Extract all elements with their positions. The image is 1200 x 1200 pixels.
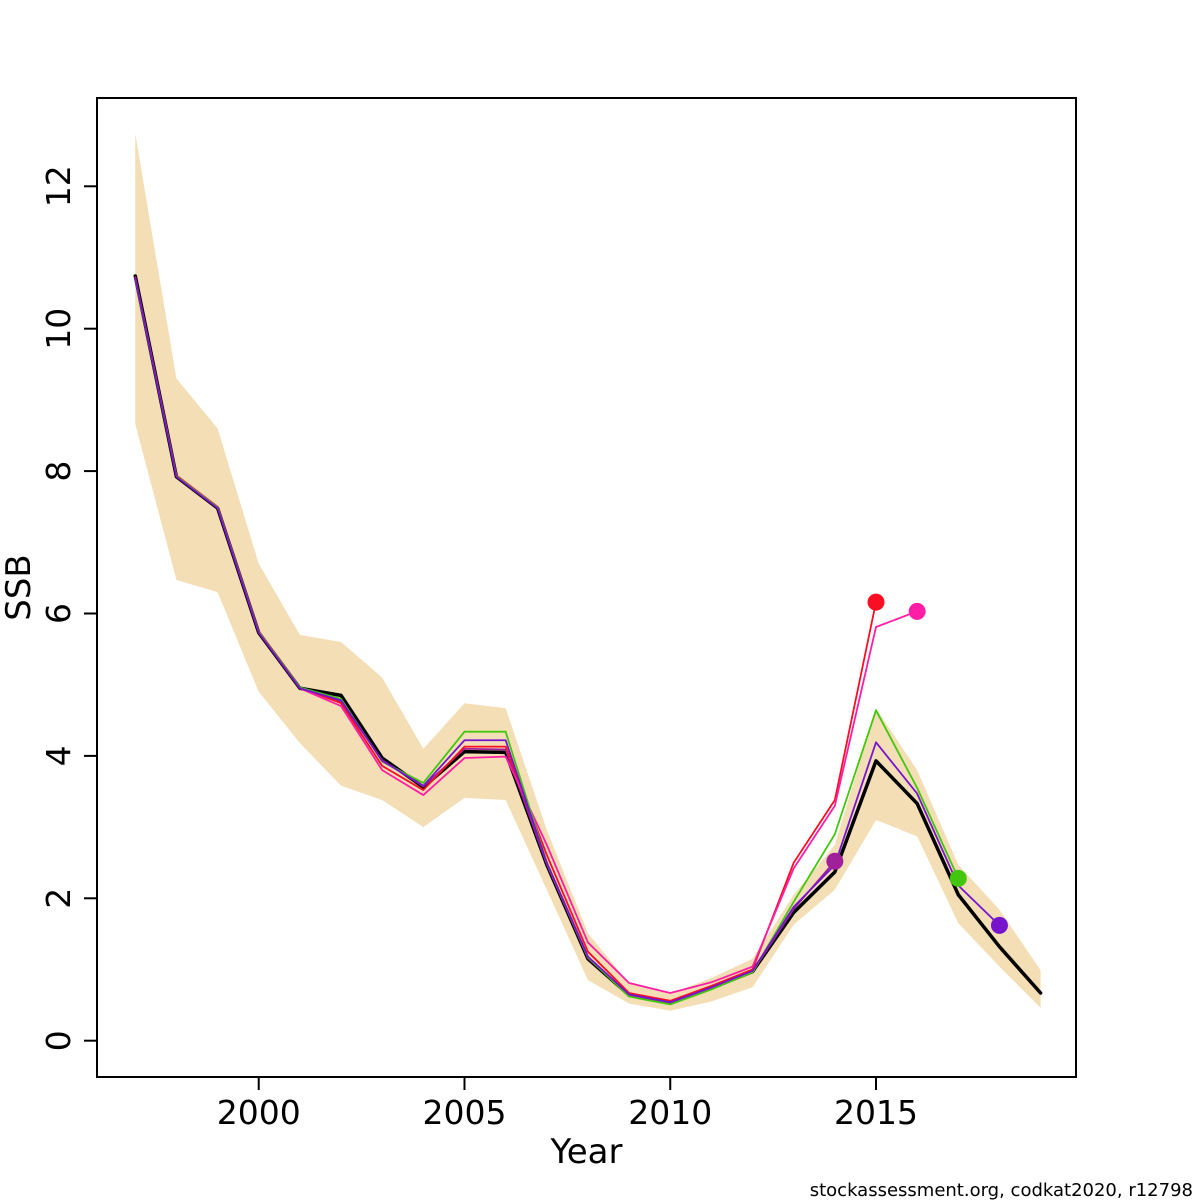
x-axis-title: Year: [550, 1132, 623, 1172]
retro-run-2018-line: [134, 277, 1001, 1004]
retro-run-2016-dot: [908, 602, 926, 620]
x-tick-label: 2005: [422, 1093, 506, 1132]
plot-border: [96, 97, 1077, 1078]
y-axis-title: SSB: [0, 554, 39, 621]
confidence-band: [135, 133, 1041, 1011]
retro-run-2015-dot: [867, 593, 885, 611]
y-tick-label: 2: [39, 888, 78, 909]
y-tick-label: 10: [39, 308, 78, 350]
y-tick-label: 8: [39, 461, 78, 482]
source-watermark: stockassessment.org, codkat2020, r12798: [810, 1180, 1193, 1200]
y-tick-label: 0: [39, 1030, 78, 1051]
x-tick-label: 2000: [217, 1093, 301, 1132]
y-tick-label: 12: [39, 165, 78, 207]
retro-run-2017-dot: [949, 869, 967, 887]
y-tick-label: 6: [39, 603, 78, 624]
x-tick-label: 2015: [834, 1093, 918, 1132]
retro-run-2014-dot: [826, 852, 844, 870]
chart-layers: 2000 2005 2010 2015 0 2 4 6 8 10 12: [39, 97, 1077, 1132]
retro-run-2018-dot: [990, 916, 1008, 934]
y-tick-label: 4: [39, 745, 78, 766]
x-tick-label: 2010: [628, 1093, 712, 1132]
